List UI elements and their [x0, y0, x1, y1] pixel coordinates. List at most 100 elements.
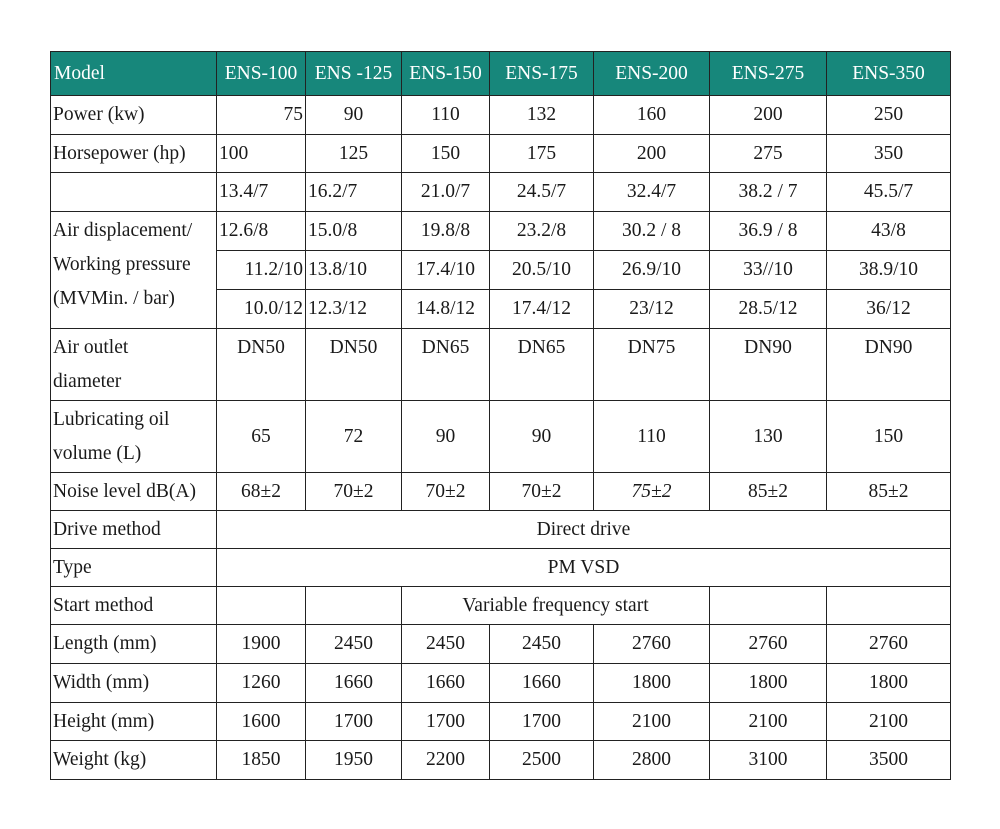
- table-cell: 90: [305, 95, 402, 135]
- table-cell: 1800: [593, 663, 710, 703]
- air-displacement-row: 13.4/7 16.2/7 21.0/7 24.5/7 32.4/7 38.2 …: [50, 172, 951, 212]
- table-cell: 1700: [305, 702, 402, 741]
- row-label: Height (mm): [50, 702, 217, 741]
- table-cell: 26.9/10: [593, 250, 710, 290]
- header-row: Model ENS-100 ENS -125 ENS-150 ENS-175 E…: [50, 51, 951, 96]
- table-cell: 24.5/7: [489, 172, 594, 212]
- table-cell: 1700: [401, 702, 490, 741]
- table-cell: 28.5/12: [709, 289, 827, 329]
- table-cell: 65: [216, 400, 306, 473]
- table-cell: 33//10: [709, 250, 827, 290]
- table-cell: 12.3/12: [305, 289, 402, 329]
- table-cell: 1260: [216, 663, 306, 703]
- drive-row: Drive method Direct drive: [50, 510, 951, 549]
- width-row: Width (mm) 1260 1660 1660 1660 1800 1800…: [50, 663, 951, 703]
- table-cell: 1850: [216, 740, 306, 780]
- table-cell: 43/8: [826, 211, 951, 251]
- table-cell: 2450: [401, 624, 490, 664]
- table-cell: 75±2: [593, 472, 710, 511]
- table-cell: PM VSD: [216, 548, 951, 587]
- label-line: (MVMin. / bar): [53, 288, 175, 309]
- table-cell: Direct drive: [216, 510, 951, 549]
- empty-cell: [709, 586, 827, 625]
- table-cell: 72: [305, 400, 402, 473]
- table-cell: 90: [489, 400, 594, 473]
- weight-row: Weight (kg) 1850 1950 2200 2500 2800 310…: [50, 740, 951, 780]
- table-cell: 10.0/12: [216, 289, 306, 329]
- outlet-label: Air outlet diameter: [50, 328, 217, 401]
- table-cell: 100: [216, 134, 306, 173]
- table-cell: 110: [593, 400, 710, 473]
- table-cell: 110: [401, 95, 490, 135]
- table-cell: 11.2/10: [216, 250, 306, 290]
- air-displacement-row: Air displacement/ Working pressure (MVMi…: [50, 211, 951, 329]
- table-cell: 70±2: [305, 472, 402, 511]
- table-cell: 20.5/10: [489, 250, 594, 290]
- table-cell: 132: [489, 95, 594, 135]
- row-label: Length (mm): [50, 624, 217, 664]
- table-cell: 1660: [489, 663, 594, 703]
- table-cell: 350: [826, 134, 951, 173]
- table-cell: 1660: [305, 663, 402, 703]
- table-cell: 16.2/7: [305, 172, 402, 212]
- table-cell: 36.9 / 8: [709, 211, 827, 251]
- height-row: Height (mm) 1600 1700 1700 1700 2100 210…: [50, 702, 951, 741]
- table-cell: 23/12: [593, 289, 710, 329]
- row-label: Drive method: [50, 510, 217, 549]
- table-cell: 1800: [709, 663, 827, 703]
- table-cell: 3500: [826, 740, 951, 780]
- table-cell: 38.2 / 7: [709, 172, 827, 212]
- length-row: Length (mm) 1900 2450 2450 2450 2760 276…: [50, 624, 951, 664]
- table-cell: 13.4/7: [216, 172, 306, 212]
- spec-table: Model ENS-100 ENS -125 ENS-150 ENS-175 E…: [50, 51, 951, 780]
- table-cell: 1800: [826, 663, 951, 703]
- header-model: ENS-100: [216, 51, 306, 96]
- table-cell: 17.4/12: [489, 289, 594, 329]
- power-row: Power (kw) 75 90 110 132 160 200 250: [50, 95, 951, 135]
- table-cell: DN75: [593, 328, 710, 401]
- table-cell: 150: [826, 400, 951, 473]
- table-cell: 1950: [305, 740, 402, 780]
- table-cell: 2760: [709, 624, 827, 664]
- label-line: Working pressure: [53, 254, 191, 275]
- table-cell: 15.0/8: [305, 211, 402, 251]
- start-row: Start method Variable frequency start: [50, 586, 951, 625]
- label-line: Air displacement/: [53, 220, 193, 241]
- air-displacement-label: Air displacement/ Working pressure (MVMi…: [50, 211, 217, 329]
- type-row: Type PM VSD: [50, 548, 951, 587]
- table-cell: Variable frequency start: [401, 586, 710, 625]
- oil-label: Lubricating oil volume (L): [50, 400, 217, 473]
- table-cell: DN65: [401, 328, 490, 401]
- label-line: diameter: [53, 371, 122, 392]
- table-cell: 36/12: [826, 289, 951, 329]
- table-cell: 150: [401, 134, 490, 173]
- table-cell: 2450: [489, 624, 594, 664]
- header-model: ENS-275: [709, 51, 827, 96]
- table-cell: 21.0/7: [401, 172, 490, 212]
- table-cell: 2100: [593, 702, 710, 741]
- label-line: volume (L): [53, 442, 142, 464]
- header-model: ENS-150: [401, 51, 490, 96]
- row-label: Start method: [50, 586, 217, 625]
- table-cell: 3100: [709, 740, 827, 780]
- table-cell: 23.2/8: [489, 211, 594, 251]
- table-cell: 38.9/10: [826, 250, 951, 290]
- table-cell: 85±2: [709, 472, 827, 511]
- label-line: Lubricating oil: [53, 408, 170, 430]
- table-cell: 12.6/8: [216, 211, 306, 251]
- table-cell: 125: [305, 134, 402, 173]
- air-displacement-row: 10.0/12 12.3/12 14.8/12 17.4/12 23/12 28…: [51, 289, 951, 329]
- table-cell: 75: [216, 95, 306, 135]
- label-line: Air outlet: [53, 337, 129, 358]
- table-cell: 200: [593, 134, 710, 173]
- table-cell: 32.4/7: [593, 172, 710, 212]
- empty-label-cell: [50, 172, 217, 212]
- table-cell: 130: [709, 400, 827, 473]
- table-cell: DN50: [216, 328, 306, 401]
- table-cell: DN90: [826, 328, 951, 401]
- table-cell: 2100: [826, 702, 951, 741]
- table-cell: DN90: [709, 328, 827, 401]
- table-cell: 1900: [216, 624, 306, 664]
- row-label: Width (mm): [50, 663, 217, 703]
- table-cell: 2760: [593, 624, 710, 664]
